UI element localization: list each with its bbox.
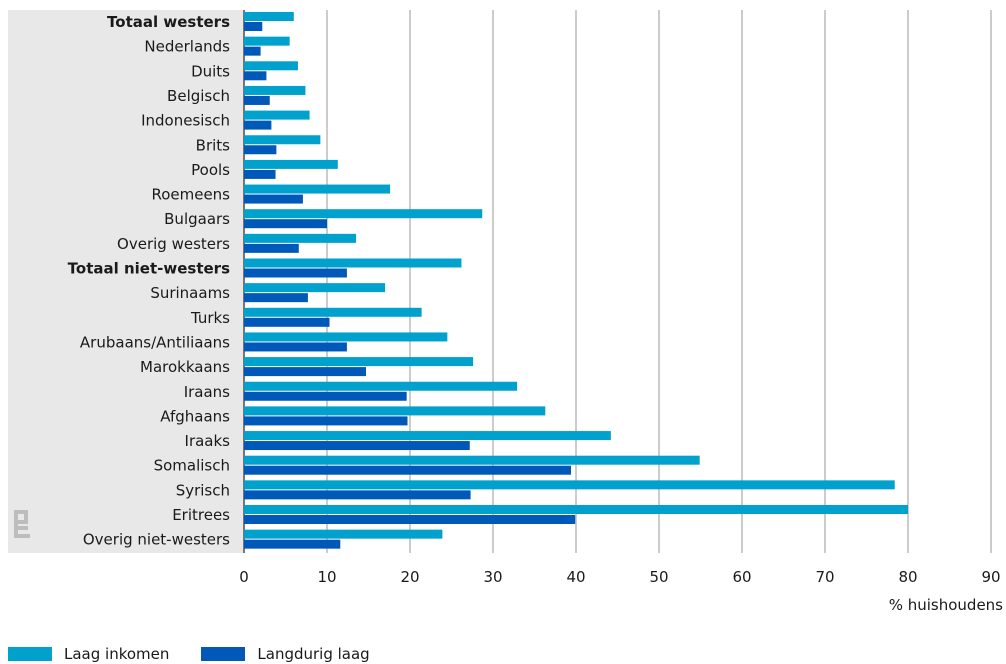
x-tick-label: 0 <box>239 568 249 586</box>
category-label: Syrisch <box>176 481 230 499</box>
bar-laag-inkomen <box>244 36 290 46</box>
bar-langdurig-laag <box>244 120 272 130</box>
bar-laag-inkomen <box>244 159 338 169</box>
bar-laag-inkomen <box>244 505 908 514</box>
category-label: Surinaams <box>150 284 230 302</box>
bar-laag-inkomen <box>244 135 321 145</box>
legend-label-langdurig-laag: Langdurig laag <box>257 645 370 663</box>
bar-laag-inkomen <box>244 233 357 243</box>
bar-laag-inkomen <box>244 209 483 219</box>
bar-laag-inkomen <box>244 381 518 391</box>
category-label: Brits <box>196 136 231 154</box>
bar-laag-inkomen <box>244 307 422 317</box>
bar-langdurig-laag <box>244 367 367 377</box>
bar-laag-inkomen <box>244 357 474 367</box>
category-label: Iraans <box>184 383 230 401</box>
bar-langdurig-laag <box>244 145 277 155</box>
category-label: Somalisch <box>154 457 230 475</box>
bar-langdurig-laag <box>244 391 407 401</box>
x-axis-ticks: 0 10 20 30 40 50 60 70 80 90 <box>239 568 1000 586</box>
bars <box>244 12 908 549</box>
category-label: Bulgaars <box>164 210 230 228</box>
x-tick-label: 20 <box>400 568 419 586</box>
category-label: Nederlands <box>144 38 230 56</box>
bar-langdurig-laag <box>244 342 347 352</box>
x-tick-label: 50 <box>649 568 668 586</box>
legend-swatch-laag-inkomen <box>8 647 52 661</box>
bar-langdurig-laag <box>244 490 471 500</box>
bar-laag-inkomen <box>244 431 611 441</box>
bar-laag-inkomen <box>244 184 391 194</box>
bar-langdurig-laag <box>244 46 261 56</box>
category-label: Afghaans <box>160 407 230 425</box>
bar-langdurig-laag <box>244 243 299 253</box>
category-label: Belgisch <box>167 87 230 105</box>
category-label: Totaal niet-westers <box>68 260 230 278</box>
bar-langdurig-laag <box>244 22 263 31</box>
bar-langdurig-laag <box>244 169 276 179</box>
category-label: Eritrees <box>172 506 230 524</box>
category-label: Overig niet-westers <box>83 531 230 549</box>
category-label: Totaal westers <box>107 13 230 31</box>
bar-laag-inkomen <box>244 529 443 539</box>
legend-label-laag-inkomen: Laag inkomen <box>64 645 170 663</box>
legend-item-laag-inkomen: Laag inkomen <box>8 645 169 663</box>
cbs-logo-icon <box>14 510 30 538</box>
bar-laag-inkomen <box>244 406 546 416</box>
bar-laag-inkomen <box>244 61 298 71</box>
x-tick-label: 90 <box>981 568 1000 586</box>
x-axis-title: % huishoudens <box>889 596 1003 614</box>
legend-item-langdurig-laag: Langdurig laag <box>201 645 370 663</box>
bar-langdurig-laag <box>244 416 408 426</box>
legend: Laag inkomen Langdurig laag <box>8 645 402 663</box>
bar-langdurig-laag <box>244 441 470 451</box>
x-tick-label: 10 <box>317 568 336 586</box>
category-label: Pools <box>191 161 230 179</box>
x-tick-label: 40 <box>566 568 585 586</box>
bar-laag-inkomen <box>244 12 294 21</box>
category-label: Indonesisch <box>141 112 230 130</box>
bar-langdurig-laag <box>244 539 341 549</box>
category-label-panel <box>8 10 244 553</box>
bar-laag-inkomen <box>244 258 462 268</box>
category-label: Iraaks <box>185 432 231 450</box>
bar-laag-inkomen <box>244 85 306 95</box>
bar-laag-inkomen <box>244 332 448 342</box>
bar-langdurig-laag <box>244 194 303 204</box>
bar-langdurig-laag <box>244 515 576 524</box>
bar-laag-inkomen <box>244 455 700 465</box>
bar-laag-inkomen <box>244 283 386 293</box>
bar-langdurig-laag <box>244 219 327 229</box>
bar-langdurig-laag <box>244 71 267 81</box>
bar-langdurig-laag <box>244 317 330 327</box>
bar-laag-inkomen <box>244 480 895 490</box>
bar-langdurig-laag <box>244 95 270 105</box>
bar-langdurig-laag <box>244 465 572 475</box>
category-labels: Totaal westers Nederlands Duits Belgisch Ind… <box>68 13 231 549</box>
category-label: Roemeens <box>151 186 230 204</box>
bar-langdurig-laag <box>244 268 347 278</box>
category-label: Turks <box>190 309 230 327</box>
bar-laag-inkomen <box>244 110 310 120</box>
x-tick-label: 30 <box>483 568 502 586</box>
category-label: Marokkaans <box>140 358 230 376</box>
category-label: Overig westers <box>117 235 230 253</box>
legend-swatch-langdurig-laag <box>201 647 246 661</box>
category-label: Arubaans/Antiliaans <box>80 333 230 351</box>
x-tick-label: 80 <box>898 568 917 586</box>
category-label: Duits <box>191 62 230 80</box>
bar-langdurig-laag <box>244 293 308 303</box>
x-tick-label: 60 <box>732 568 751 586</box>
x-tick-label: 70 <box>815 568 834 586</box>
